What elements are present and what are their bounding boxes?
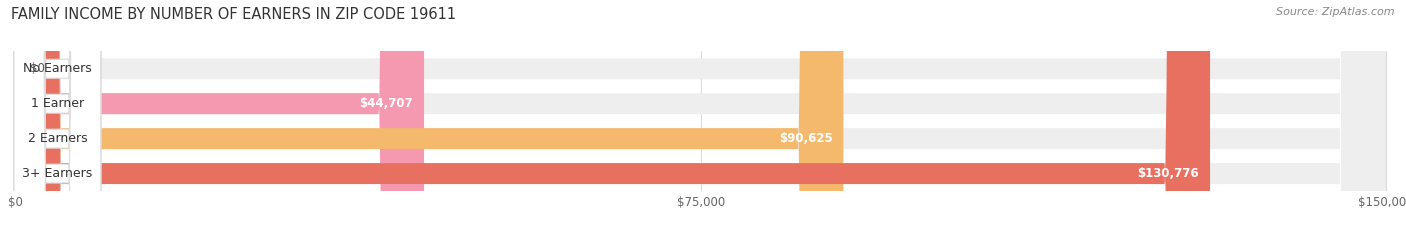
Text: $0: $0 [30, 62, 45, 75]
FancyBboxPatch shape [15, 0, 1386, 233]
FancyBboxPatch shape [15, 0, 1386, 233]
FancyBboxPatch shape [14, 0, 101, 233]
FancyBboxPatch shape [14, 0, 101, 233]
Text: $90,625: $90,625 [779, 132, 832, 145]
FancyBboxPatch shape [15, 0, 425, 233]
Text: 1 Earner: 1 Earner [31, 97, 84, 110]
FancyBboxPatch shape [15, 0, 1386, 233]
Text: No Earners: No Earners [22, 62, 91, 75]
FancyBboxPatch shape [15, 0, 844, 233]
FancyBboxPatch shape [14, 0, 101, 233]
Text: $44,707: $44,707 [360, 97, 413, 110]
Text: FAMILY INCOME BY NUMBER OF EARNERS IN ZIP CODE 19611: FAMILY INCOME BY NUMBER OF EARNERS IN ZI… [11, 7, 457, 22]
Text: $130,776: $130,776 [1137, 167, 1199, 180]
Text: 3+ Earners: 3+ Earners [22, 167, 93, 180]
FancyBboxPatch shape [15, 0, 1386, 233]
Text: Source: ZipAtlas.com: Source: ZipAtlas.com [1277, 7, 1395, 17]
FancyBboxPatch shape [15, 0, 1211, 233]
FancyBboxPatch shape [14, 0, 101, 233]
Text: 2 Earners: 2 Earners [28, 132, 87, 145]
